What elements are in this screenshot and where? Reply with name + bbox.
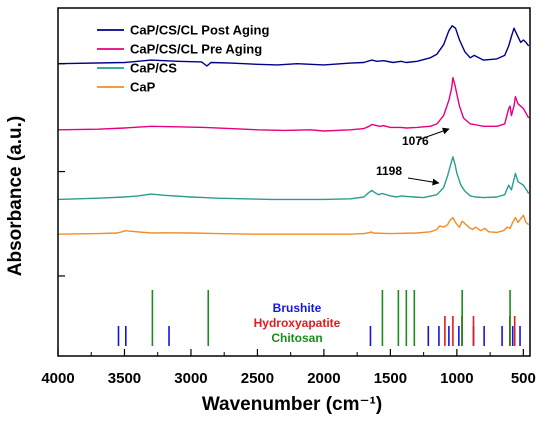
x-tick-label: 2500 xyxy=(241,370,274,387)
series-line-cap xyxy=(57,214,530,235)
x-tick-label: 3000 xyxy=(174,370,207,387)
legend-label: CaP/CS xyxy=(130,61,177,76)
legend-ref-brushite: Brushite xyxy=(273,301,322,315)
x-tick-label: 2000 xyxy=(307,370,340,387)
x-tick-label: 1500 xyxy=(374,370,407,387)
series-line-cap-cs-cl-pre-aging xyxy=(57,77,530,132)
x-axis-label: Wavenumber (cm⁻¹) xyxy=(202,394,382,415)
x-tick-label: 500 xyxy=(511,370,536,387)
annotation-group: 1076 1198 xyxy=(376,127,450,186)
x-tick-label: 3500 xyxy=(108,370,141,387)
reference-line-group xyxy=(117,290,521,346)
legend-label: CaP/CS/CL Post Aging xyxy=(130,23,269,38)
legend-ref-chitosan: Chitosan xyxy=(271,331,322,345)
legend-spectra: CaP/CS/CL Post Aging CaP/CS/CL Pre Aging C… xyxy=(97,23,269,95)
x-tick-label: 1000 xyxy=(440,370,473,387)
annotation-arrow xyxy=(407,177,440,186)
spectra-group xyxy=(57,25,530,235)
legend-ref-hydroxyapatite: Hydroxyapatite xyxy=(254,316,341,330)
annotation-label: 1076 xyxy=(402,134,429,148)
annotation-arrow xyxy=(417,127,450,141)
series-line-cap-cs xyxy=(57,156,530,201)
x-tick-label: 4000 xyxy=(41,370,74,387)
legend-label: CaP/CS/CL Pre Aging xyxy=(130,42,262,57)
plot-frame xyxy=(57,7,531,357)
series-line-cap-cs-cl-post-aging xyxy=(57,25,530,67)
legend-label: CaP xyxy=(130,80,156,95)
annotation-label: 1198 xyxy=(376,164,402,178)
axes-group: 4000 3500 3000 2500 2000 1500 1000 500 xyxy=(41,7,536,387)
y-axis-label: Absorbance (a.u.) xyxy=(5,116,26,276)
